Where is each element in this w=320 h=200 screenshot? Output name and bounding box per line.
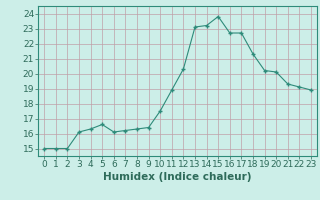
- X-axis label: Humidex (Indice chaleur): Humidex (Indice chaleur): [103, 172, 252, 182]
